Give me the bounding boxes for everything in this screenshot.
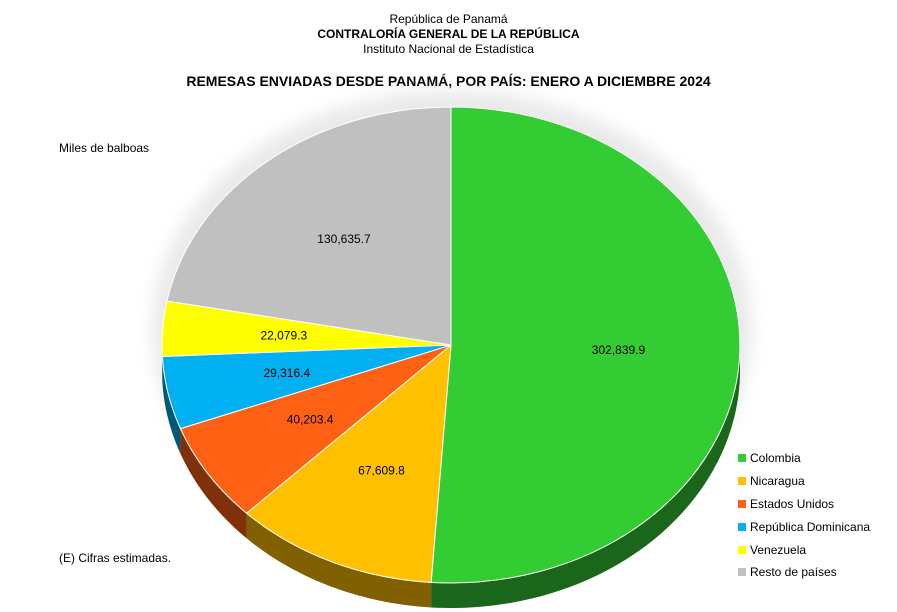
legend-item-nicaragua: Nicaragua [738,470,870,493]
legend-label-republica-dominicana: República Dominicana [750,519,871,534]
data-label-estados-unidos: 40,203.4 [287,413,334,427]
legend-item-estados-unidos: Estados Unidos [738,493,870,516]
header-contraloria: CONTRALORÍA GENERAL DE LA REPÚBLICA [317,27,580,41]
legend-swatch-nicaragua [738,477,746,486]
data-label-colombia: 302,839.9 [592,343,646,357]
legend: Colombia Nicaragua Estados Unidos República… [738,447,870,584]
pie-tops [161,106,741,584]
footnote: (E) Cifras estimadas. [59,551,172,565]
legend-swatch-venezuela [738,545,746,554]
unit-label: Miles de balboas [59,141,150,155]
legend-label-venezuela: Venezuela [750,542,807,557]
legend-item-resto-de-paises: Resto de países [738,561,870,584]
legend-label-nicaragua: Nicaragua [750,474,805,489]
header-republic: República de Panamá [389,12,508,26]
legend-label-resto-de-paises: Resto de países [750,565,837,580]
pie-labels: 302,839.9 67,609.8 40,203.4 29,316.4 22,079.… [260,232,645,478]
legend-item-venezuela: Venezuela [738,538,870,561]
pie-slice-resto-de-paises [166,106,452,346]
legend-label-estados-unidos: Estados Unidos [750,496,835,511]
pie-slice-nicaragua [245,343,452,583]
legend-swatch-estados-unidos [738,499,746,508]
legend-swatch-colombia [738,454,746,463]
legend-item-colombia: Colombia [738,447,870,470]
legend-swatch-republica-dominicana [738,522,746,531]
pie-side-estados-unidos [180,428,247,539]
data-label-resto-de-paises: 130,635.7 [317,232,371,246]
pie-side-nicaragua [246,513,432,608]
chart-title: REMESAS ENVIADAS DESDE PANAMÁ, POR PAÍS:… [186,73,711,89]
pie-slice-estados-unidos [179,344,452,514]
data-label-nicaragua: 67,609.8 [358,464,405,478]
data-label-republica-dominicana: 29,316.4 [263,366,310,380]
legend-swatch-resto-de-paises [738,568,746,577]
legend-item-republica-dominicana: República Dominicana [738,515,870,538]
pie-side-republica-dominicana [162,356,181,454]
data-label-venezuela: 22,079.3 [260,329,307,343]
pie-slice-colombia [430,106,741,584]
legend-label-colombia: Colombia [750,451,801,466]
header-institute: Instituto Nacional de Estadística [363,42,534,56]
